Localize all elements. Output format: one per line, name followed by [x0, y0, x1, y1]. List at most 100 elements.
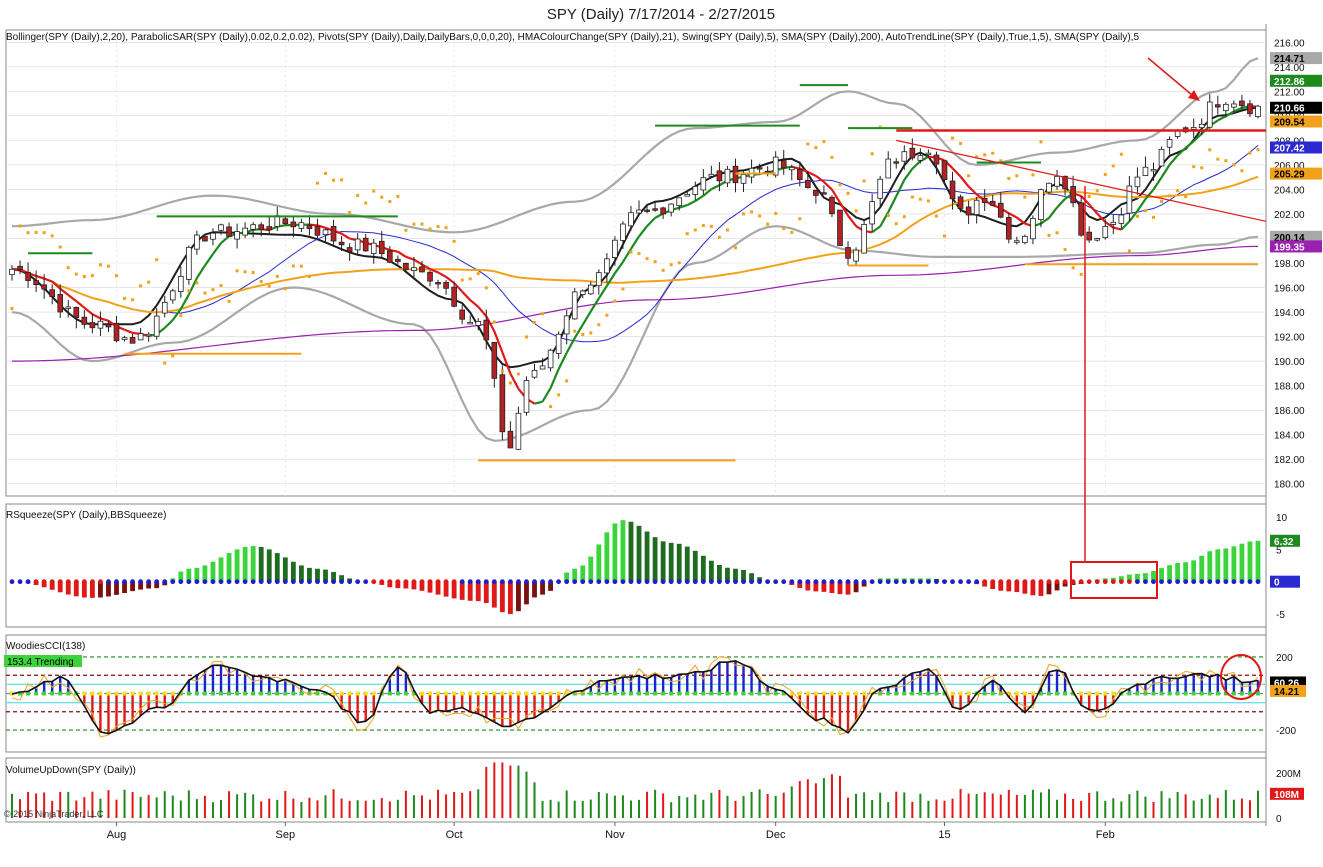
cci-zero-marker [98, 691, 103, 696]
candle-body [724, 168, 731, 184]
cci-zero-marker [805, 691, 810, 696]
cci-zero-marker [556, 691, 561, 696]
cci-zero-marker [821, 691, 826, 696]
psar-dot [26, 231, 30, 235]
cci-zero-marker [685, 691, 690, 696]
cci-zero-marker [58, 691, 63, 696]
psar-dot [942, 234, 946, 238]
cci-histogram-bar [1160, 676, 1163, 694]
squeeze-bar [1167, 565, 1172, 582]
hma-segment [204, 253, 214, 267]
squeeze-bar [339, 575, 344, 582]
psar-dot [1192, 165, 1196, 169]
cci-badge-label: 14.21 [1274, 687, 1299, 698]
candle-body [1005, 217, 1012, 240]
psar-dot [830, 155, 834, 159]
hma-segment [1048, 206, 1058, 219]
squeeze-dot [25, 579, 31, 585]
candle-body [57, 294, 64, 313]
cci-zero-marker [886, 691, 891, 696]
volume-bar [396, 799, 399, 818]
squeeze-dot [733, 579, 738, 585]
candle-body [395, 258, 401, 262]
x-axis: Aug Sep Oct Nov Dec 15 Feb [107, 822, 1115, 841]
cci-histogram-bar [806, 693, 810, 715]
cci-histogram-bar [1240, 682, 1244, 694]
candle-body [145, 333, 152, 337]
candle-body [378, 240, 385, 255]
psar-dot [878, 125, 882, 129]
price-panel[interactable] [9, 57, 1267, 462]
psar-dot [412, 222, 416, 226]
candle-body [571, 291, 578, 320]
volume-panel[interactable] [11, 762, 1259, 818]
squeeze-bar [266, 549, 272, 582]
squeeze-badge-label: 6.32 [1274, 537, 1294, 548]
candle-body [459, 309, 465, 320]
squeeze-bar [258, 546, 264, 582]
candle-body [9, 268, 15, 276]
squeeze-bar [524, 581, 529, 605]
squeeze-dot [1118, 579, 1124, 585]
psar-dot [139, 284, 143, 288]
candle-body [660, 207, 666, 215]
cci-histogram-bar [187, 680, 191, 694]
psar-dot [1248, 151, 1252, 155]
squeeze-dot [749, 579, 754, 585]
price-indicator-legend: Bollinger(SPY (Daily),2,20), ParabolicSA… [6, 32, 1139, 43]
candle-body [941, 160, 948, 181]
price-tick-label: 190.00 [1274, 357, 1305, 368]
squeeze-dot [1143, 579, 1148, 585]
squeeze-dot [998, 579, 1004, 585]
cci-panel[interactable] [6, 656, 1266, 738]
hma-segment [163, 319, 174, 329]
candle-body [555, 333, 562, 354]
candle-body [612, 239, 618, 258]
squeeze-dot [130, 579, 135, 585]
cci-histogram-bar [814, 693, 818, 721]
psar-dot [926, 199, 930, 203]
psar-dot [340, 178, 344, 182]
squeeze-panel[interactable] [9, 520, 1261, 615]
hma-segment [179, 294, 190, 310]
volume-bar [911, 801, 914, 818]
volume-bar [919, 793, 922, 818]
price-tick-label: 182.00 [1274, 455, 1305, 466]
squeeze-dot [789, 579, 795, 585]
candle-body [973, 199, 980, 215]
candle-body [1223, 103, 1229, 112]
squeeze-dot [741, 579, 746, 585]
squeeze-bar [491, 581, 497, 608]
squeeze-bar [861, 581, 867, 587]
psar-dot [1063, 248, 1067, 252]
volume-bar [187, 790, 190, 818]
psar-dot [428, 227, 432, 231]
price-tick-label: 188.00 [1274, 382, 1305, 393]
squeeze-bar [146, 581, 152, 589]
squeeze-dot [266, 579, 272, 585]
cci-zero-marker [797, 691, 802, 696]
squeeze-bar [982, 581, 988, 587]
cci-histogram-bar [1063, 672, 1067, 694]
psar-dot [171, 354, 175, 358]
cci-zero-marker [50, 691, 55, 696]
volume-bar [364, 800, 367, 818]
volume-bar [573, 800, 576, 818]
cci-zero-marker [733, 691, 738, 696]
psar-dot [1200, 166, 1204, 170]
cci-zero-marker [1183, 691, 1188, 696]
cci-histogram-bar [1047, 672, 1051, 694]
squeeze-bar [282, 557, 288, 582]
candle-body [258, 224, 265, 230]
cci-histogram-bar [613, 679, 617, 694]
cci-histogram-bar [822, 693, 826, 719]
hma-segment [710, 184, 720, 191]
cci-histogram-bar [420, 693, 424, 704]
volume-bar [734, 800, 737, 818]
hma-segment [509, 373, 520, 390]
squeeze-bar [733, 568, 738, 582]
cci-zero-marker [468, 691, 473, 696]
psar-dot [1160, 199, 1164, 203]
cci-zero-marker [323, 691, 328, 696]
